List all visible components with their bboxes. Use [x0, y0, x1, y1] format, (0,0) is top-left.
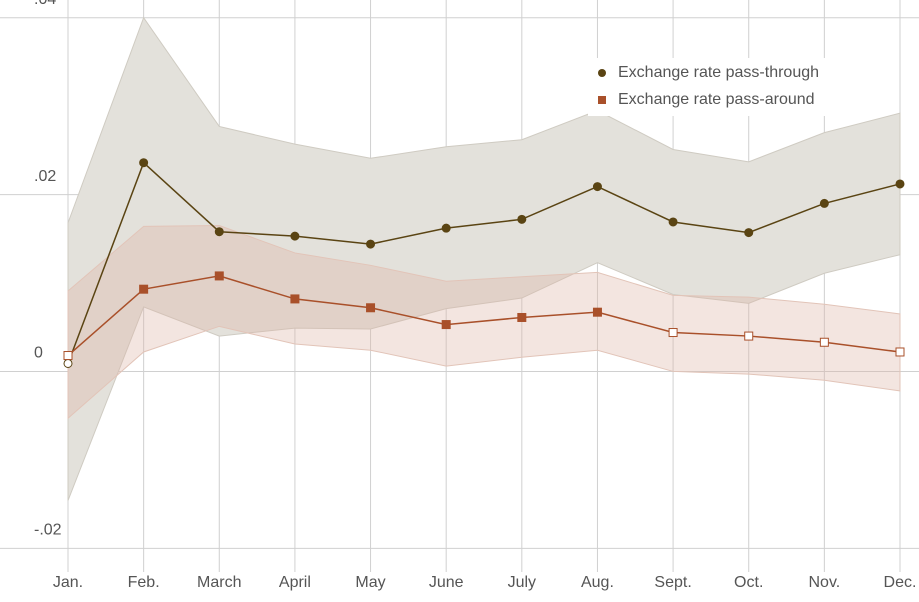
legend-marker [598, 96, 606, 104]
x-tick-label: Nov. [809, 574, 841, 591]
point [441, 320, 451, 330]
line [67, 161, 901, 364]
point [214, 227, 224, 237]
x-tick-label: April [279, 574, 311, 591]
point [744, 228, 754, 238]
point [214, 271, 224, 281]
y-tick-label: -.02 [34, 522, 62, 539]
point [139, 284, 149, 294]
point [441, 223, 451, 233]
point [366, 239, 376, 249]
line [67, 275, 901, 357]
y-tick-label: 0 [34, 345, 43, 362]
point [290, 294, 300, 304]
point [139, 158, 149, 168]
x-tick-label: June [429, 574, 464, 591]
x-tick-label: Sept. [654, 574, 691, 591]
y-tick-label: .02 [34, 168, 56, 185]
confidence-band [67, 225, 901, 420]
point [290, 231, 300, 241]
point [517, 312, 527, 322]
point [592, 307, 602, 317]
legend-label: Exchange rate pass-around [618, 91, 815, 108]
point [895, 179, 905, 189]
x-tick-label: Aug. [581, 574, 614, 591]
x-tick-label: Jan. [53, 574, 83, 591]
x-tick-label: Feb. [128, 574, 160, 591]
confidence-band [67, 16, 901, 501]
x-tick-label: Dec. [884, 574, 917, 591]
point [819, 198, 829, 208]
point [517, 214, 527, 224]
point [63, 351, 73, 361]
point [668, 328, 678, 338]
x-tick-label: March [197, 574, 241, 591]
x-tick-label: Oct. [734, 574, 763, 591]
x-tick-label: July [508, 574, 536, 591]
point [819, 337, 829, 347]
point [63, 358, 73, 368]
x-tick-label: May [355, 574, 385, 591]
point [744, 331, 754, 341]
point [592, 182, 602, 192]
legend-box [588, 58, 858, 116]
legend-label: Exchange rate pass-through [618, 64, 819, 81]
point [366, 303, 376, 313]
point [668, 217, 678, 227]
legend-marker [598, 69, 606, 77]
point [895, 347, 905, 357]
y-tick-label: .04 [34, 0, 56, 8]
